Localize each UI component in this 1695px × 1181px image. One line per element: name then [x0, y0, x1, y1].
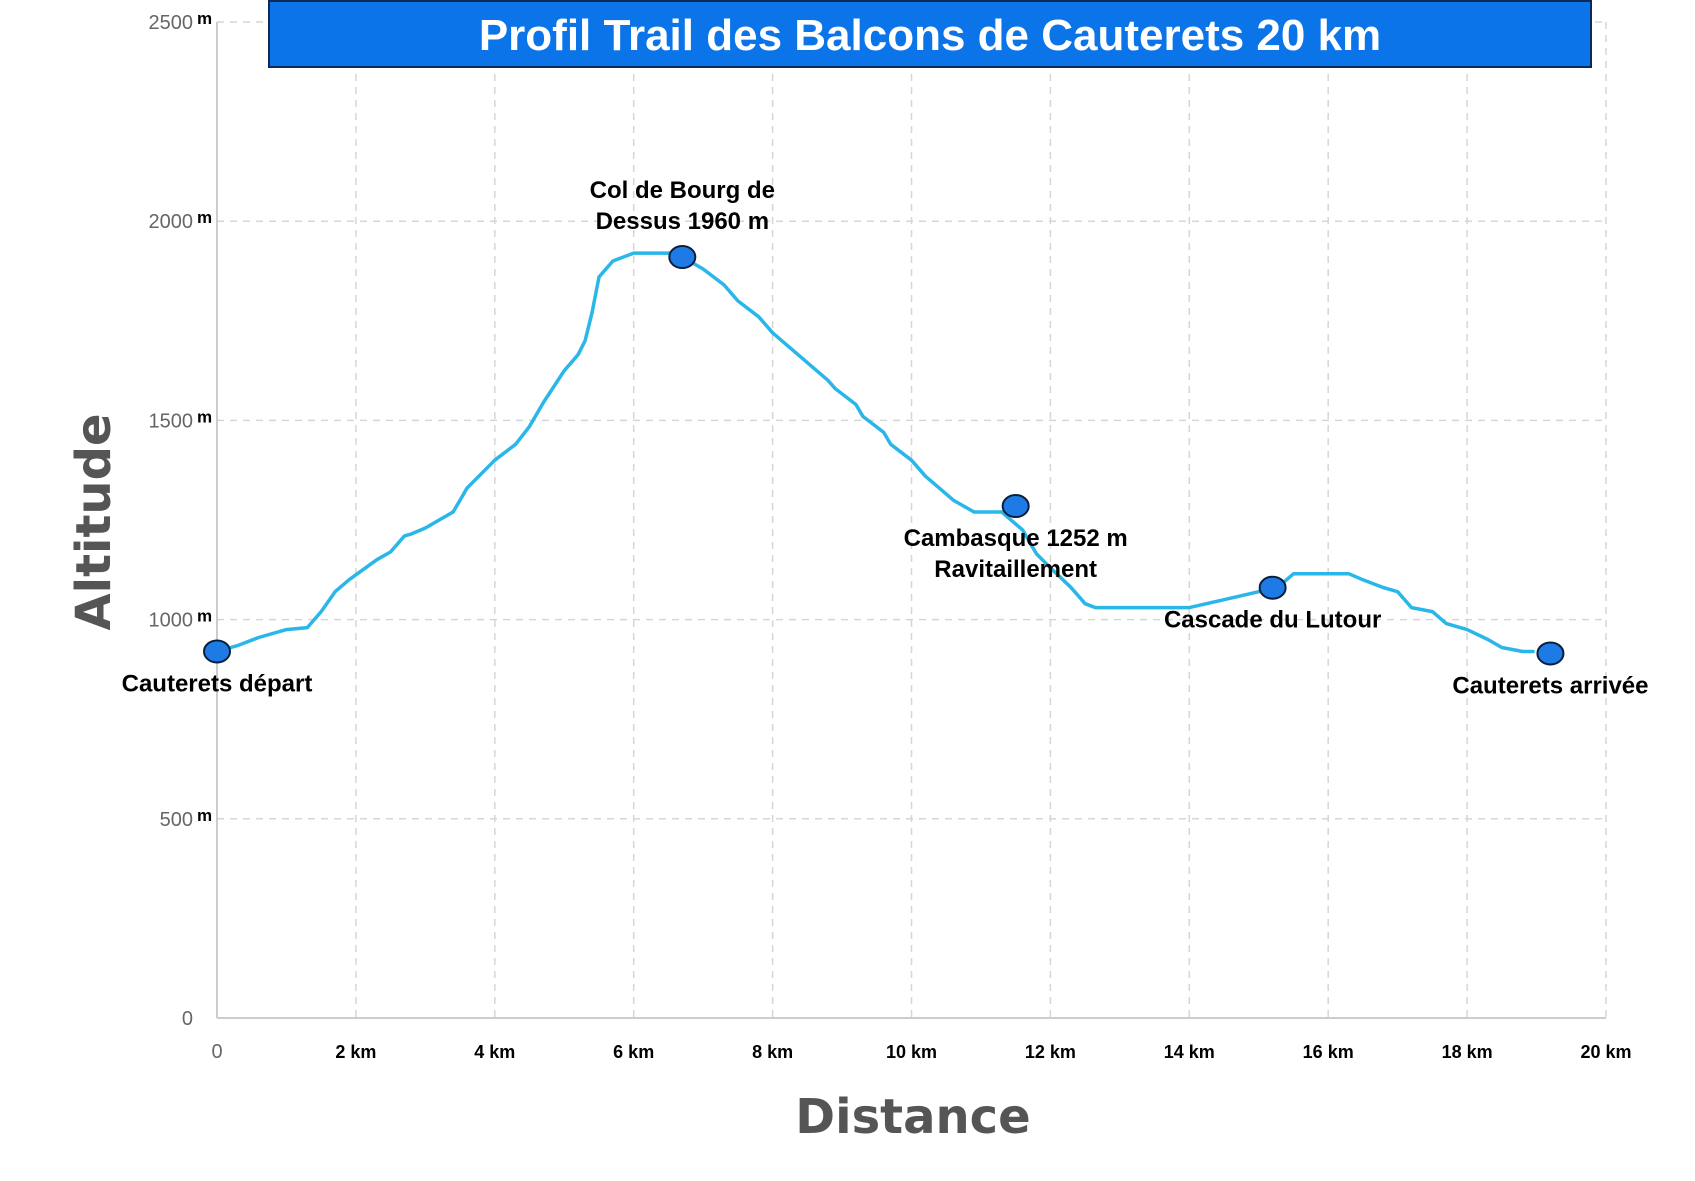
- waypoint-label: Dessus 1960 m: [596, 208, 769, 235]
- grid-lines: [217, 21, 1607, 1018]
- waypoint-label: Cambasque 1252 m: [904, 525, 1128, 552]
- x-tick-label: 6 km: [613, 1042, 654, 1062]
- y-tick-label: 2000: [149, 211, 194, 233]
- x-axis-title: Distance: [795, 1089, 1030, 1145]
- waypoint-label: Ravitaillement: [934, 556, 1097, 583]
- x-tick-label: 0: [211, 1041, 222, 1063]
- y-tick-unit: m: [197, 806, 212, 825]
- x-tick-label: 18 km: [1442, 1042, 1493, 1062]
- x-tick-labels: 0 2 km 4 km 6 km 8 km 10 km 12 km 14 km 16 km 18 …: [211, 1041, 1631, 1063]
- chart-title: Profil Trail des Balcons de Cauterets 20…: [479, 11, 1381, 60]
- y-tick-label: 1000: [149, 610, 194, 632]
- title-banner: Profil Trail des Balcons de Cauterets 20…: [268, 0, 1592, 68]
- x-tick-label: 12 km: [1025, 1042, 1076, 1062]
- x-tick-label: 4 km: [474, 1042, 515, 1062]
- elevation-line: [215, 251, 1535, 654]
- y-tick-unit: m: [197, 407, 212, 426]
- waypoint-label: Cascade du Lutour: [1164, 607, 1381, 634]
- y-tick-label: 2500: [149, 12, 194, 34]
- y-tick-label: 1500: [149, 410, 194, 432]
- waypoint-marker: [668, 245, 697, 270]
- waypoint-marker: [203, 639, 231, 664]
- waypoint-label: Cauterets arrivée: [1452, 672, 1648, 699]
- waypoint-marker: [1001, 494, 1030, 519]
- x-tick-label: 16 km: [1303, 1042, 1354, 1062]
- waypoint-label: Cauterets départ: [122, 670, 313, 697]
- y-tick-unit: m: [197, 607, 212, 626]
- x-tick-label: 14 km: [1164, 1042, 1215, 1062]
- title-background: [268, 0, 1592, 68]
- y-tick-unit: m: [197, 208, 212, 227]
- annotations: Cauterets départ Col de Bourg de Dessus 19…: [122, 177, 1649, 699]
- x-tick-label: 10 km: [886, 1042, 937, 1062]
- x-tick-label: 2 km: [335, 1042, 376, 1062]
- y-tick-label: 0: [182, 1008, 193, 1030]
- x-tick-label: 8 km: [752, 1042, 793, 1062]
- x-tick-label: 20 km: [1580, 1042, 1631, 1062]
- y-tick-unit: m: [197, 9, 212, 28]
- waypoint-marker: [1258, 575, 1287, 600]
- y-tick-label: 500: [160, 809, 193, 831]
- axes: [216, 22, 1606, 1019]
- waypoint-marker: [1536, 641, 1565, 666]
- waypoint-label: Col de Bourg de: [590, 177, 775, 204]
- series-layer: [215, 251, 1535, 654]
- y-axis-title: Altitude: [66, 413, 122, 630]
